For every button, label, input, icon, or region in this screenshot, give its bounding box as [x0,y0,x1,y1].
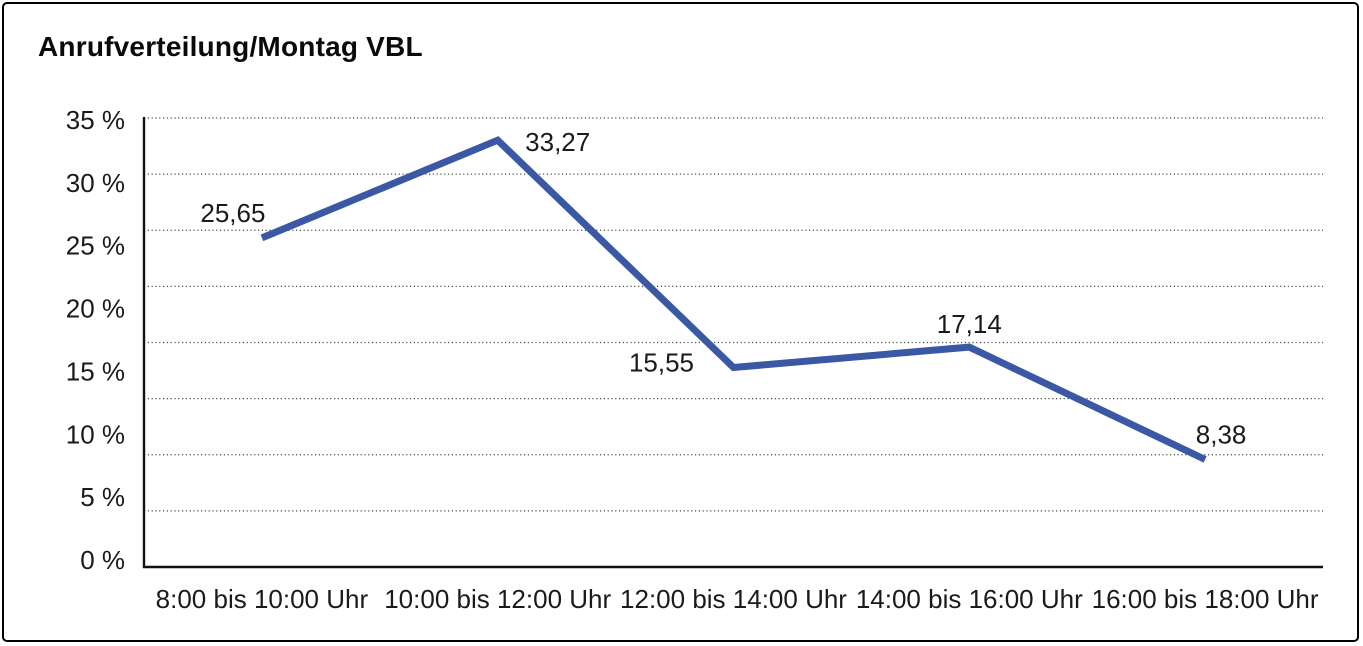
y-tick-label: 10 % [66,419,125,449]
value-label: 25,65 [200,198,265,228]
chart-title: Anrufverteilung/Montag VBL [38,31,423,62]
x-tick-label: 12:00 bis 14:00 Uhr [620,584,847,614]
x-tick-label: 14:00 bis 16:00 Uhr [856,584,1083,614]
x-tick-label: 8:00 bis 10:00 Uhr [156,584,369,614]
y-tick-label: 25 % [66,231,125,261]
y-tick-label: 5 % [80,482,125,512]
y-tick-label: 15 % [66,356,125,386]
value-label: 15,55 [629,348,694,378]
x-tick-label: 16:00 bis 18:00 Uhr [1092,584,1319,614]
x-tick-label: 10:00 bis 12:00 Uhr [384,584,611,614]
y-tick-label: 0 % [80,545,125,575]
value-label: 8,38 [1196,419,1247,449]
value-label: 33,27 [525,127,590,157]
value-label: 17,14 [937,309,1002,339]
y-tick-label: 20 % [66,294,125,324]
y-tick-label: 35 % [66,105,125,135]
data-line [260,136,1207,463]
y-tick-label: 30 % [66,168,125,198]
